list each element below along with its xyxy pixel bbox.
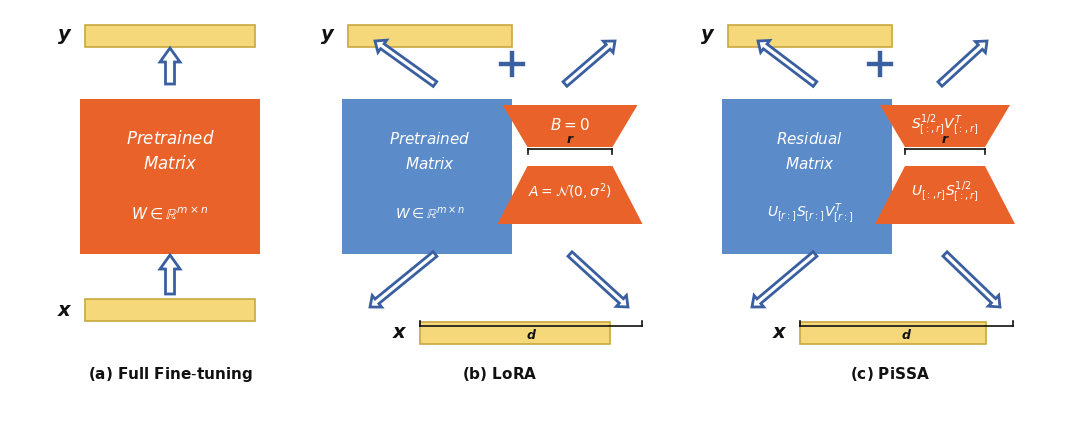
Text: $\bfit{x}$: $\bfit{x}$ (392, 323, 408, 342)
Polygon shape (375, 40, 436, 86)
Text: $\mathbf{(b)\ LoRA}$: $\mathbf{(b)\ LoRA}$ (462, 365, 538, 383)
Polygon shape (563, 41, 615, 86)
FancyBboxPatch shape (342, 99, 512, 254)
Text: $\mathbf{(c)\ PiSSA}$: $\mathbf{(c)\ PiSSA}$ (850, 365, 930, 383)
Text: $\bfit{y}$: $\bfit{y}$ (57, 27, 72, 45)
Polygon shape (880, 105, 1010, 147)
FancyBboxPatch shape (728, 25, 892, 47)
Text: $\mathit{Matrix}$: $\mathit{Matrix}$ (785, 156, 835, 172)
Text: $A = \mathcal{N}(0, \sigma^2)$: $A = \mathcal{N}(0, \sigma^2)$ (528, 182, 612, 202)
Text: d: d (902, 329, 912, 342)
Polygon shape (498, 166, 643, 224)
Text: $U_{[:,r]}S_{[:,r]}^{1/2}$: $U_{[:,r]}S_{[:,r]}^{1/2}$ (912, 179, 978, 205)
FancyBboxPatch shape (85, 25, 255, 47)
Text: $\mathit{Matrix}$: $\mathit{Matrix}$ (405, 156, 455, 172)
Text: $\bfit{y}$: $\bfit{y}$ (700, 27, 716, 45)
Polygon shape (758, 40, 816, 86)
Text: $W \in \mathbb{R}^{m \times n}$: $W \in \mathbb{R}^{m \times n}$ (132, 206, 208, 222)
Text: $S_{[:,r]}^{1/2}V_{[:,r]}^T$: $S_{[:,r]}^{1/2}V_{[:,r]}^T$ (912, 112, 978, 138)
Text: $W \in \mathbb{R}^{m \times n}$: $W \in \mathbb{R}^{m \times n}$ (395, 206, 465, 222)
Text: $B = 0$: $B = 0$ (550, 117, 590, 133)
Polygon shape (502, 105, 637, 147)
Polygon shape (370, 252, 437, 307)
FancyBboxPatch shape (85, 299, 255, 321)
FancyBboxPatch shape (723, 99, 892, 254)
Text: r: r (567, 133, 573, 146)
Text: $\bfit{x}$: $\bfit{x}$ (772, 323, 788, 342)
Text: r: r (942, 133, 948, 146)
Text: $\mathit{Pretrained}$: $\mathit{Pretrained}$ (389, 131, 471, 147)
Text: $\mathit{Matrix}$: $\mathit{Matrix}$ (143, 155, 198, 173)
FancyBboxPatch shape (420, 322, 610, 344)
Polygon shape (160, 255, 180, 294)
Text: $\bfit{x}$: $\bfit{x}$ (57, 300, 73, 320)
Text: $\mathbf{(a)\ Full\ Fine\text{-}tuning}$: $\mathbf{(a)\ Full\ Fine\text{-}tuning}$ (87, 365, 253, 384)
Polygon shape (752, 252, 816, 307)
Text: d: d (527, 329, 536, 342)
Polygon shape (937, 41, 987, 86)
Polygon shape (875, 166, 1015, 224)
Text: $\mathit{Pretrained}$: $\mathit{Pretrained}$ (125, 130, 214, 148)
Polygon shape (568, 252, 627, 307)
Polygon shape (160, 48, 180, 84)
FancyBboxPatch shape (800, 322, 986, 344)
Text: $U_{[r:]}S_{[r:]}V_{[r:]}^T$: $U_{[r:]}S_{[r:]}V_{[r:]}^T$ (767, 202, 853, 226)
Text: $\mathit{Residual}$: $\mathit{Residual}$ (777, 131, 843, 147)
Polygon shape (943, 252, 1000, 307)
Text: $\bfit{y}$: $\bfit{y}$ (321, 27, 336, 45)
FancyBboxPatch shape (80, 99, 260, 254)
FancyBboxPatch shape (348, 25, 512, 47)
